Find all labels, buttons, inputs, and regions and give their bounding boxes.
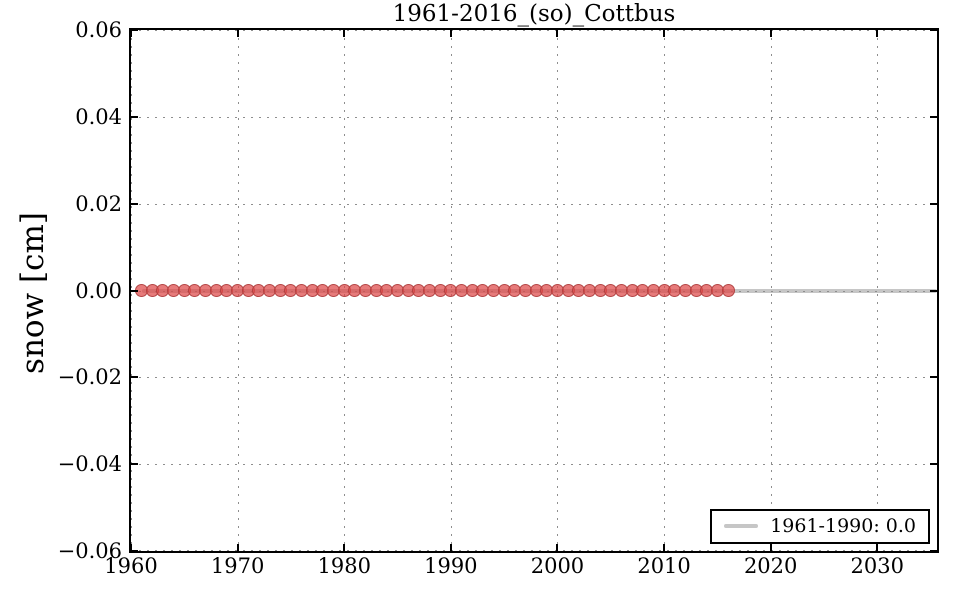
- x-tick-mark: [556, 30, 559, 37]
- y-tick-mark: [131, 29, 138, 31]
- y-tick-mark: [131, 463, 138, 466]
- x-tick-label: 1960: [104, 554, 158, 578]
- y-tick-mark: [930, 463, 937, 466]
- gridline-horizontal: [131, 377, 937, 379]
- y-tick-mark: [131, 289, 138, 292]
- legend-line-swatch: [724, 524, 759, 528]
- x-tick-mark: [769, 30, 772, 37]
- x-tick-mark: [236, 544, 239, 551]
- x-tick-mark: [449, 544, 452, 551]
- x-tick-label: 2010: [637, 554, 691, 578]
- x-tick-mark: [556, 544, 559, 551]
- y-tick-label: 0.02: [75, 191, 122, 216]
- y-tick-label: −0.04: [57, 452, 122, 477]
- y-tick-mark: [131, 202, 138, 205]
- y-tick-mark: [131, 115, 138, 118]
- x-tick-label: 2030: [850, 554, 904, 578]
- y-tick-mark: [930, 289, 937, 292]
- legend: 1961-1990: 0.0: [710, 509, 930, 544]
- gridline-horizontal: [131, 550, 937, 551]
- x-tick-mark: [343, 30, 346, 37]
- y-tick-label: −0.06: [57, 539, 122, 563]
- y-tick-mark: [930, 202, 937, 205]
- y-tick-label: 0.06: [75, 18, 122, 42]
- gridline-horizontal: [131, 464, 937, 466]
- x-tick-label: 1990: [424, 554, 478, 578]
- y-tick-mark: [131, 550, 138, 552]
- gridline-horizontal: [131, 203, 937, 205]
- x-tick-mark: [130, 544, 132, 551]
- x-tick-mark: [876, 544, 879, 551]
- y-tick-label: 0.04: [75, 104, 122, 129]
- x-tick-mark: [236, 30, 239, 37]
- x-tick-mark: [130, 30, 132, 37]
- y-tick-mark: [131, 376, 138, 379]
- chart-title: 1961-2016_(so)_Cottbus: [392, 1, 676, 27]
- x-tick-label: 1980: [317, 554, 371, 578]
- x-tick-label: 2000: [530, 554, 585, 578]
- x-tick-mark: [876, 30, 879, 37]
- x-tick-label: 1970: [210, 554, 265, 578]
- x-tick-mark: [343, 544, 346, 551]
- x-tick-mark: [449, 30, 452, 37]
- y-tick-label: −0.02: [57, 365, 122, 390]
- x-tick-mark: [663, 30, 666, 37]
- x-tick-mark: [769, 544, 772, 551]
- y-tick-mark: [930, 115, 937, 118]
- y-tick-mark: [930, 29, 937, 31]
- gridline-horizontal: [131, 30, 937, 31]
- y-tick-mark: [930, 550, 937, 552]
- gridline-horizontal: [131, 116, 937, 118]
- data-point-marker: [721, 284, 735, 297]
- y-tick-mark: [930, 376, 937, 379]
- y-tick-label: 0.00: [75, 278, 122, 303]
- x-tick-label: 2020: [743, 554, 798, 578]
- x-tick-mark: [663, 544, 666, 551]
- legend-entry-label: 1961-1990: 0.0: [770, 515, 916, 537]
- plot-area: 1961-1990: 0.0: [129, 28, 939, 553]
